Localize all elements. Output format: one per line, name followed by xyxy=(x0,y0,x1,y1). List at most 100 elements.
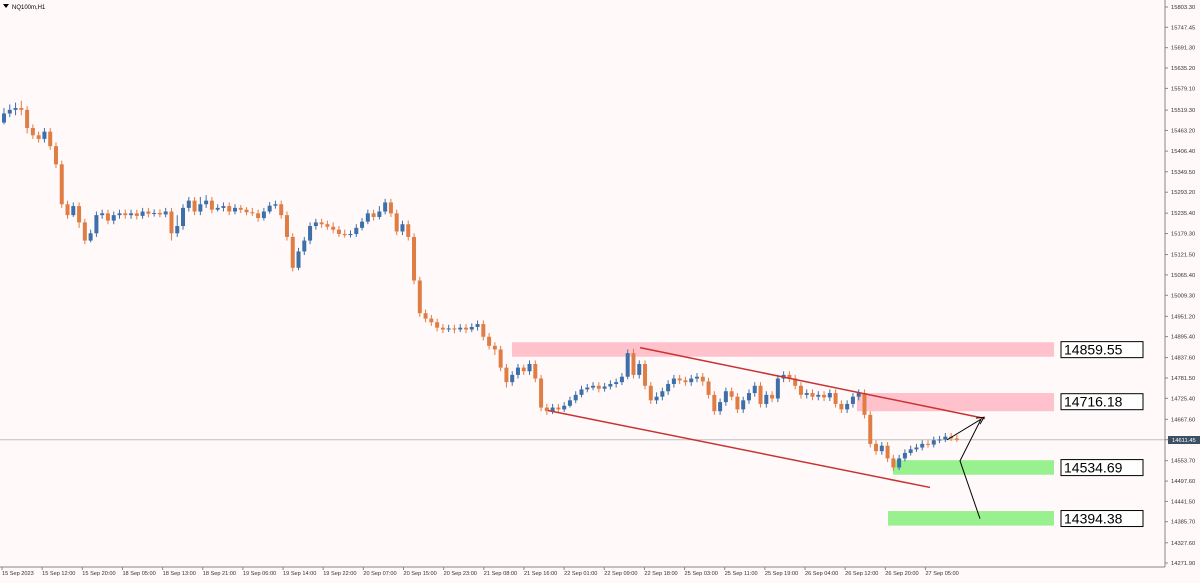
candle-body xyxy=(539,378,544,408)
price-tick-label: 14951.20 xyxy=(1171,314,1195,320)
candle-body xyxy=(458,327,463,330)
price-tick-label: 15235.40 xyxy=(1171,211,1195,217)
candle-body xyxy=(464,327,468,330)
candle-body xyxy=(510,374,515,383)
candle-body xyxy=(152,212,157,214)
candle-body xyxy=(331,226,336,230)
candle-body xyxy=(874,443,879,452)
symbol-header[interactable]: NQ100m,H1 xyxy=(3,4,46,11)
price-tick-label: 15803.30 xyxy=(1171,5,1195,11)
candle-body xyxy=(902,452,907,459)
time-tick-label: 25 Sep 19:00 xyxy=(765,571,798,577)
price-tick-label: 15406.40 xyxy=(1171,149,1195,155)
candle-body xyxy=(82,222,87,241)
candle-body xyxy=(7,109,12,114)
candle-body xyxy=(169,211,174,234)
candle-body xyxy=(862,393,867,415)
candle-body xyxy=(250,212,255,214)
candle-body xyxy=(192,200,197,212)
price-tick-label: 14271.90 xyxy=(1171,561,1195,567)
price-tick-label: 14837.60 xyxy=(1171,356,1195,362)
candle-body xyxy=(596,385,601,389)
candle-body xyxy=(591,385,596,388)
price-tick-label: 15349.50 xyxy=(1171,170,1195,176)
candle-body xyxy=(261,211,266,219)
price-tick-label: 15293.20 xyxy=(1171,190,1195,196)
candle-body xyxy=(233,207,237,212)
price-tick-label: 14667.60 xyxy=(1171,417,1195,423)
candle-body xyxy=(556,407,561,410)
channel-lines xyxy=(547,346,986,489)
candle-body xyxy=(284,215,289,237)
candle-body xyxy=(256,213,261,219)
candle-body xyxy=(648,385,653,401)
candle-body xyxy=(365,213,370,222)
candle-body xyxy=(25,109,30,129)
price-tick-label: 15463.20 xyxy=(1171,128,1195,134)
candle-body xyxy=(579,389,584,395)
candle-body xyxy=(400,224,405,232)
candle-body xyxy=(394,213,399,232)
level-label-text: 14534.69 xyxy=(1064,460,1123,476)
candle-body xyxy=(435,322,440,328)
candle-body xyxy=(562,405,567,410)
level-label-1: 14716.18 xyxy=(1060,393,1144,411)
price-tick-label: 14725.40 xyxy=(1171,396,1195,402)
candle-body xyxy=(452,328,457,330)
candle-body xyxy=(481,324,486,337)
candle-body xyxy=(631,353,636,375)
candle-body xyxy=(88,233,93,241)
candle-body xyxy=(388,202,393,214)
time-tick-label: 18 Sep 13:00 xyxy=(163,571,196,577)
candle-body xyxy=(383,202,388,212)
candle-body xyxy=(602,386,607,389)
price-tick-label: 15691.30 xyxy=(1171,46,1195,52)
candle-body xyxy=(209,200,214,210)
resistance-zone xyxy=(512,342,1054,357)
candle-body xyxy=(417,280,422,314)
time-tick-label: 15 Sep 20:00 xyxy=(82,571,115,577)
candle-body xyxy=(342,234,347,236)
chevron-down-icon[interactable] xyxy=(3,4,9,8)
candle-body xyxy=(469,326,474,330)
candle-body xyxy=(619,376,624,383)
price-tick-label: 15747.45 xyxy=(1171,25,1195,31)
candle-body xyxy=(706,381,711,395)
candle-body xyxy=(13,108,18,110)
candle-body xyxy=(498,349,503,368)
candle-body xyxy=(937,439,942,441)
candle-body xyxy=(868,414,873,444)
time-tick-label: 26 Sep 20:00 xyxy=(885,571,918,577)
candle-body xyxy=(764,394,769,404)
candle-body xyxy=(527,364,532,372)
candle-body xyxy=(677,378,682,381)
candle-body xyxy=(798,385,803,395)
candle-body xyxy=(856,393,861,397)
level-label-text: 14394.38 xyxy=(1064,511,1123,527)
candle-body xyxy=(412,236,417,281)
candle-body xyxy=(816,394,821,397)
resistance-zone xyxy=(857,393,1054,412)
candle-body xyxy=(48,131,53,147)
candle-body xyxy=(325,224,330,227)
candle-body xyxy=(683,380,688,383)
candle-body xyxy=(100,213,105,216)
candle-body xyxy=(105,213,110,221)
candle-body xyxy=(775,378,780,399)
candle-body xyxy=(157,212,162,215)
candle-body xyxy=(348,234,353,236)
candle-body xyxy=(30,128,35,136)
time-tick-label: 22 Sep 18:00 xyxy=(644,571,677,577)
candle-body xyxy=(302,240,307,252)
candle-body xyxy=(920,443,925,448)
level-labels: 14859.55 14716.18 14534.69 14394.38 xyxy=(1060,341,1144,528)
level-label-0: 14859.55 xyxy=(1060,341,1144,359)
candle-body xyxy=(313,222,318,227)
candle-body xyxy=(908,449,913,453)
candle-body xyxy=(71,206,76,216)
current-price-label: 14611.45 xyxy=(1172,438,1196,444)
candle-body xyxy=(515,367,520,375)
support-zone xyxy=(888,511,1054,526)
